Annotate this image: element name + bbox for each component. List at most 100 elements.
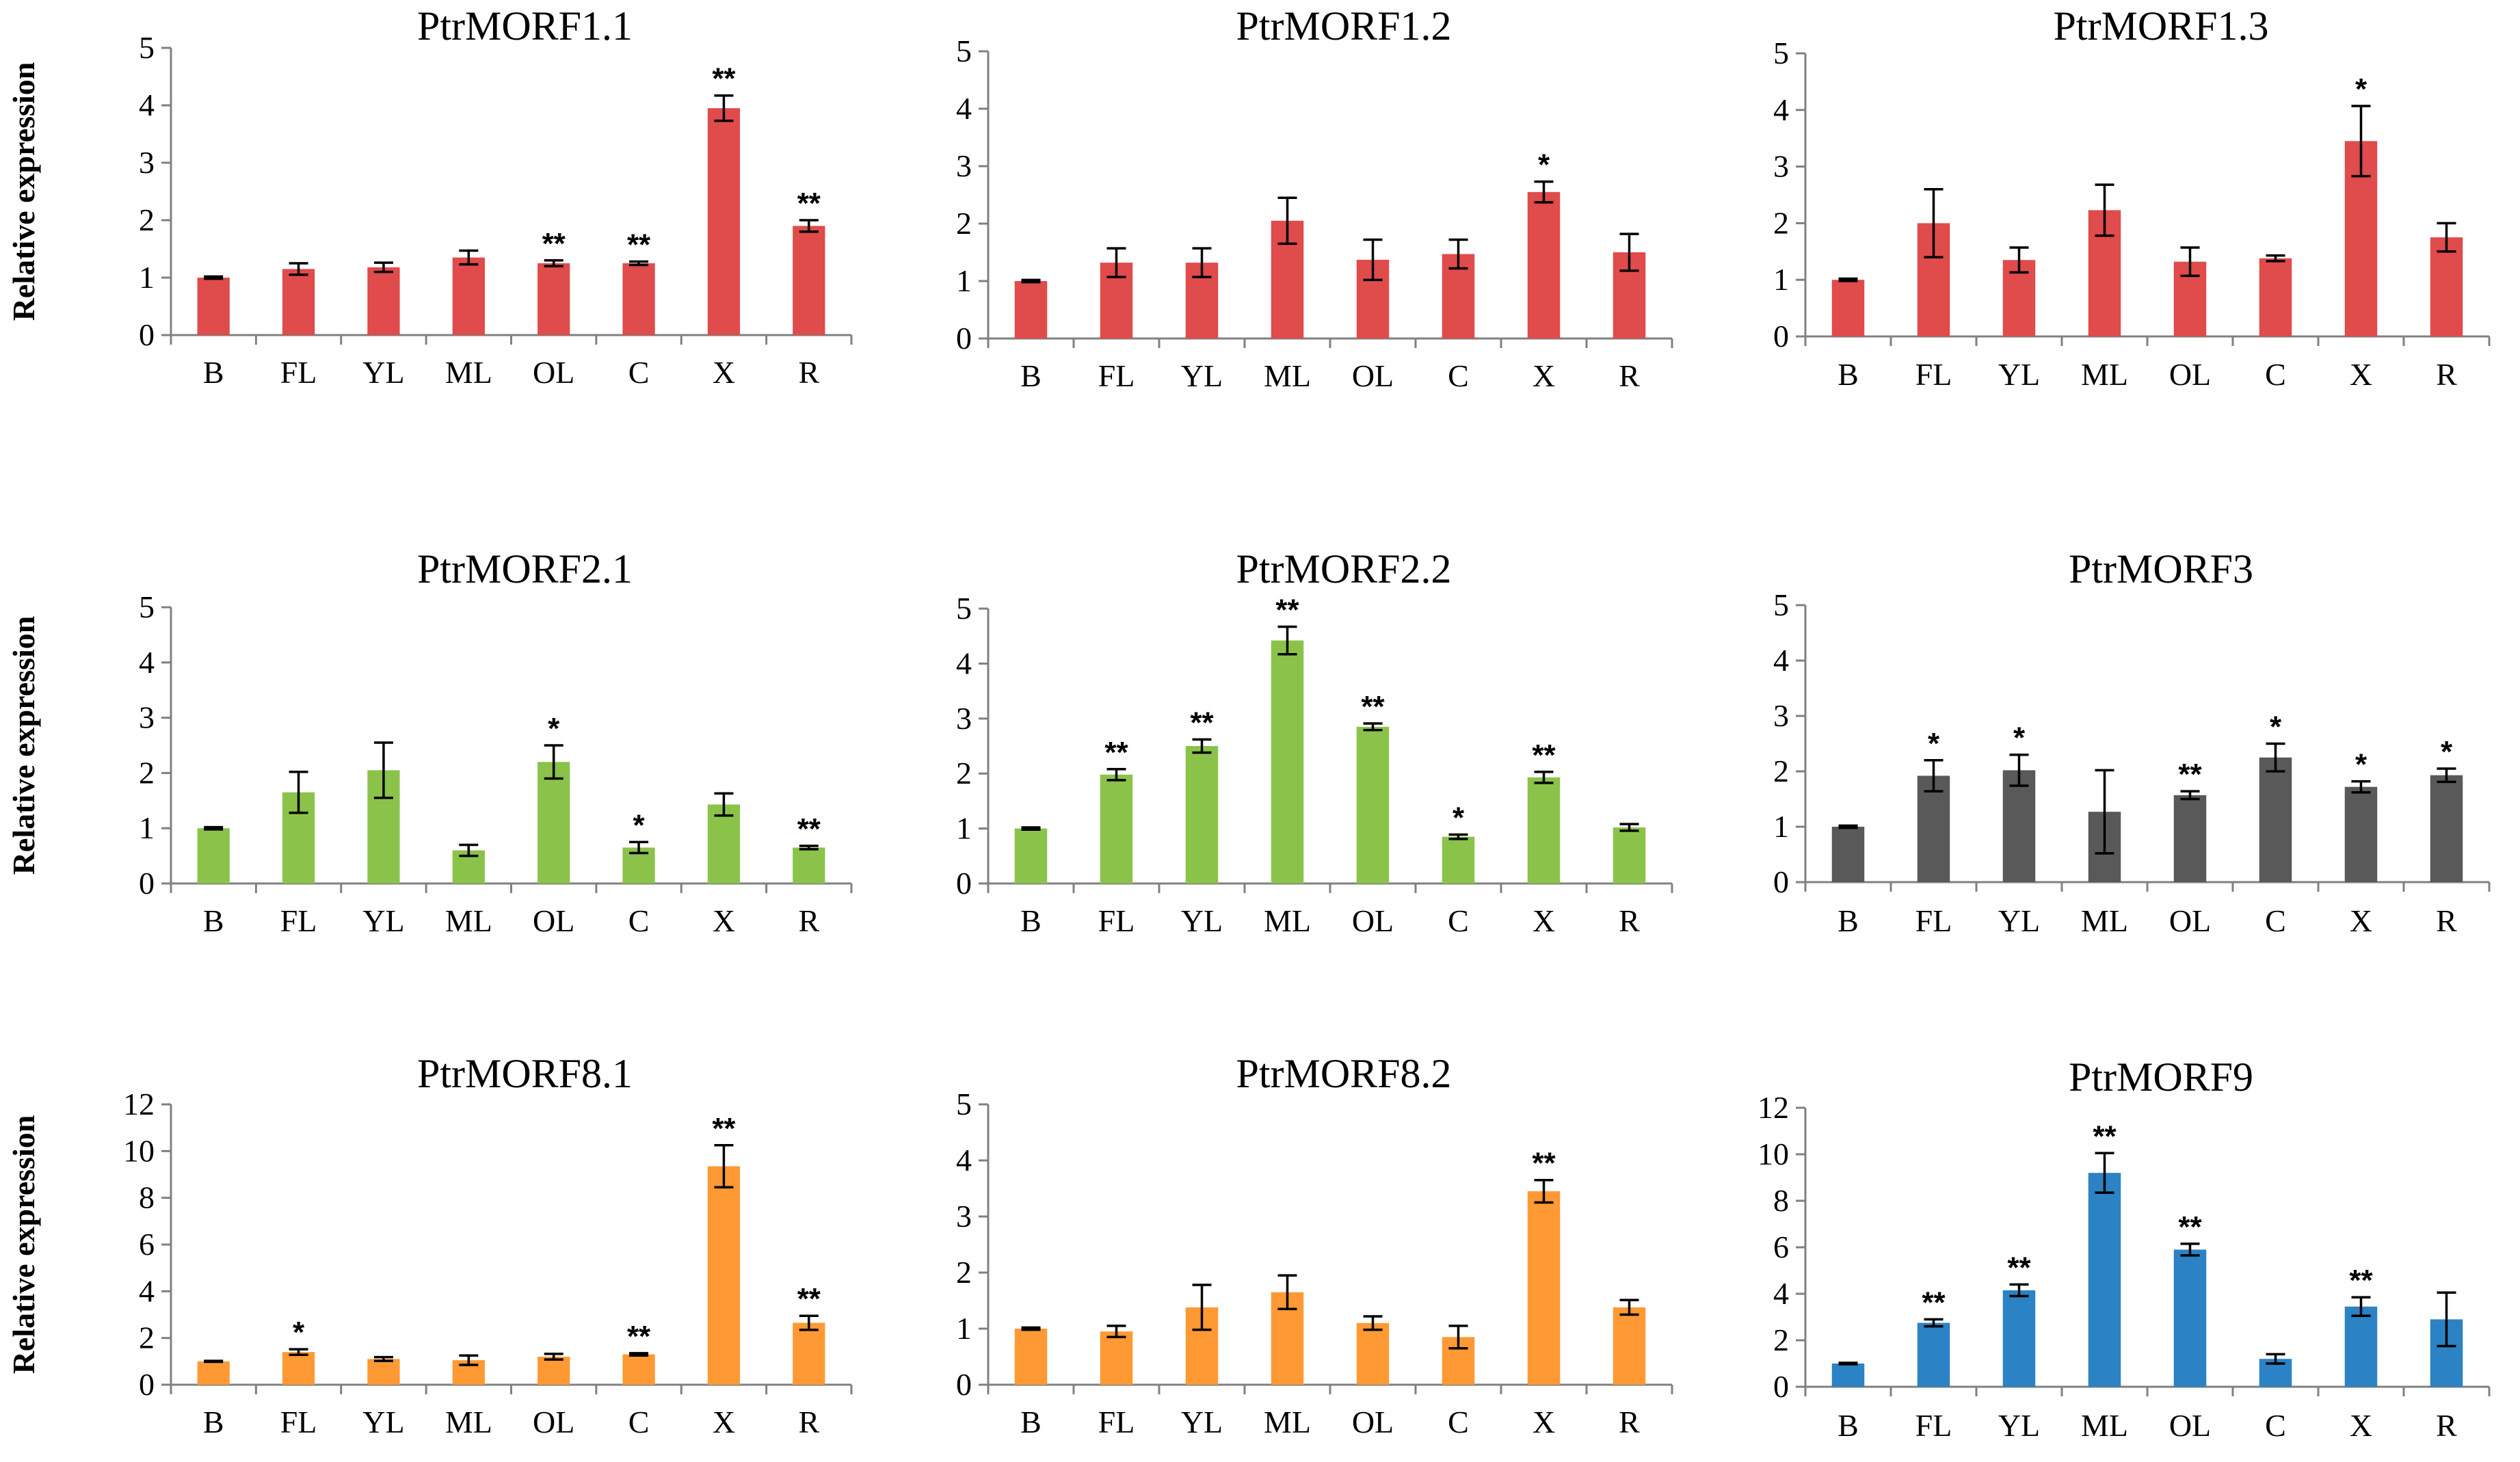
x-tick-label: FL (1915, 1408, 1952, 1443)
x-tick-label: X (713, 1405, 735, 1439)
y-tick-label: 0 (956, 866, 972, 901)
significance-marker: ** (797, 187, 821, 220)
significance-marker: ** (542, 227, 566, 261)
bar (282, 269, 315, 335)
x-tick-label: YL (362, 355, 404, 390)
bar (793, 847, 825, 883)
bar (538, 263, 570, 335)
y-tick-label: 0 (139, 1367, 155, 1402)
y-tick-label: 5 (956, 34, 972, 68)
bar (1917, 1323, 1950, 1387)
significance-marker: * (2441, 735, 2453, 769)
y-tick-label: 1 (1773, 809, 1789, 844)
bar (2430, 775, 2463, 882)
significance-marker: * (1538, 148, 1550, 182)
y-tick-label: 2 (1773, 754, 1789, 788)
x-tick-label: X (1533, 358, 1555, 393)
x-tick-label: B (1838, 903, 1859, 938)
y-tick-label: 8 (1773, 1183, 1789, 1218)
y-tick-label: 1 (139, 260, 155, 295)
bar (1100, 774, 1133, 883)
y-tick-label: 2 (139, 1320, 155, 1355)
y-tick-label: 2 (956, 206, 972, 241)
bar (1014, 281, 1048, 338)
y-tick-label: 2 (956, 756, 972, 790)
bar (197, 828, 230, 883)
chart-title: PtrMORF1.1 (417, 3, 633, 49)
chart-title: PtrMORF2.2 (1236, 546, 1451, 592)
significance-marker: ** (627, 228, 651, 261)
bar (1831, 827, 1865, 882)
bar (1527, 1191, 1561, 1385)
bar (2173, 1249, 2207, 1387)
y-tick-label: 0 (956, 321, 972, 356)
y-tick-label: 5 (139, 589, 155, 624)
chart-panel: PtrMORF9 0 2 4 6 8 10 12 B ** FL ** YL ** ML ** OL C ** X R (1758, 1054, 2491, 1443)
significance-marker: * (548, 712, 560, 745)
x-tick-label: ML (1264, 903, 1311, 938)
chart-title: PtrMORF8.2 (1236, 1051, 1451, 1096)
bar (1100, 1331, 1133, 1385)
significance-marker: * (2355, 72, 2368, 106)
x-tick-label: B (1020, 358, 1042, 393)
y-tick-label: 4 (1773, 1276, 1789, 1311)
x-tick-label: OL (2169, 1408, 2211, 1443)
x-tick-label: R (798, 355, 819, 390)
x-tick-label: B (1838, 1408, 1859, 1443)
x-tick-label: B (203, 903, 224, 938)
x-tick-label: YL (362, 903, 404, 938)
significance-marker: * (2355, 748, 2368, 782)
chart-title: PtrMORF3 (2069, 546, 2253, 592)
bar (1831, 280, 1865, 336)
y-tick-label: 10 (1758, 1137, 1789, 1171)
bar (1014, 828, 1048, 883)
y-tick-label: 1 (1773, 262, 1789, 297)
x-tick-label: FL (280, 355, 317, 390)
bar (707, 804, 741, 883)
x-tick-label: ML (2081, 357, 2128, 392)
bar (2344, 1306, 2378, 1387)
bar (2002, 1290, 2036, 1387)
bar (1356, 726, 1390, 883)
bar (1527, 777, 1561, 883)
x-tick-label: R (1619, 358, 1640, 393)
y-tick-label: 3 (1773, 149, 1789, 184)
y-tick-label: 5 (1773, 587, 1789, 622)
bar (538, 762, 570, 883)
x-tick-label: B (203, 355, 224, 390)
significance-marker: ** (1275, 594, 1299, 627)
y-tick-label: 3 (956, 148, 972, 183)
x-tick-label: FL (280, 903, 317, 938)
y-tick-label: 0 (956, 1367, 972, 1402)
significance-marker: ** (1104, 736, 1128, 769)
x-tick-label: C (2265, 903, 2286, 938)
bar (1613, 1307, 1646, 1385)
bar (2002, 770, 2036, 882)
y-tick-label: 4 (139, 645, 155, 680)
x-tick-label: C (628, 1405, 650, 1439)
y-tick-label: 12 (123, 1087, 155, 1121)
y-tick-label: 1 (139, 810, 155, 845)
bar (2259, 258, 2292, 336)
x-tick-label: OL (1352, 903, 1394, 938)
x-tick-label: FL (1098, 358, 1135, 393)
x-tick-label: R (798, 903, 819, 938)
y-tick-label: 2 (139, 202, 155, 237)
significance-marker: ** (712, 1112, 736, 1145)
chart-title: PtrMORF9 (2069, 1054, 2253, 1100)
y-axis-label: Relative expression (6, 62, 41, 321)
significance-marker: ** (2093, 1119, 2117, 1153)
chart-panel: PtrMORF1.1 Relative expression 0 1 2 3 4 5 B FL YL… (6, 3, 853, 390)
bar (1356, 1323, 1390, 1385)
y-tick-label: 0 (139, 866, 155, 901)
x-tick-label: B (1020, 1405, 1042, 1439)
bar (622, 263, 655, 335)
x-tick-label: YL (1181, 903, 1223, 938)
x-tick-label: OL (533, 1405, 574, 1439)
x-tick-label: OL (533, 355, 574, 390)
y-tick-label: 3 (139, 700, 155, 735)
x-tick-label: C (1448, 1405, 1469, 1439)
y-tick-label: 5 (956, 1087, 972, 1121)
bar (452, 257, 485, 335)
